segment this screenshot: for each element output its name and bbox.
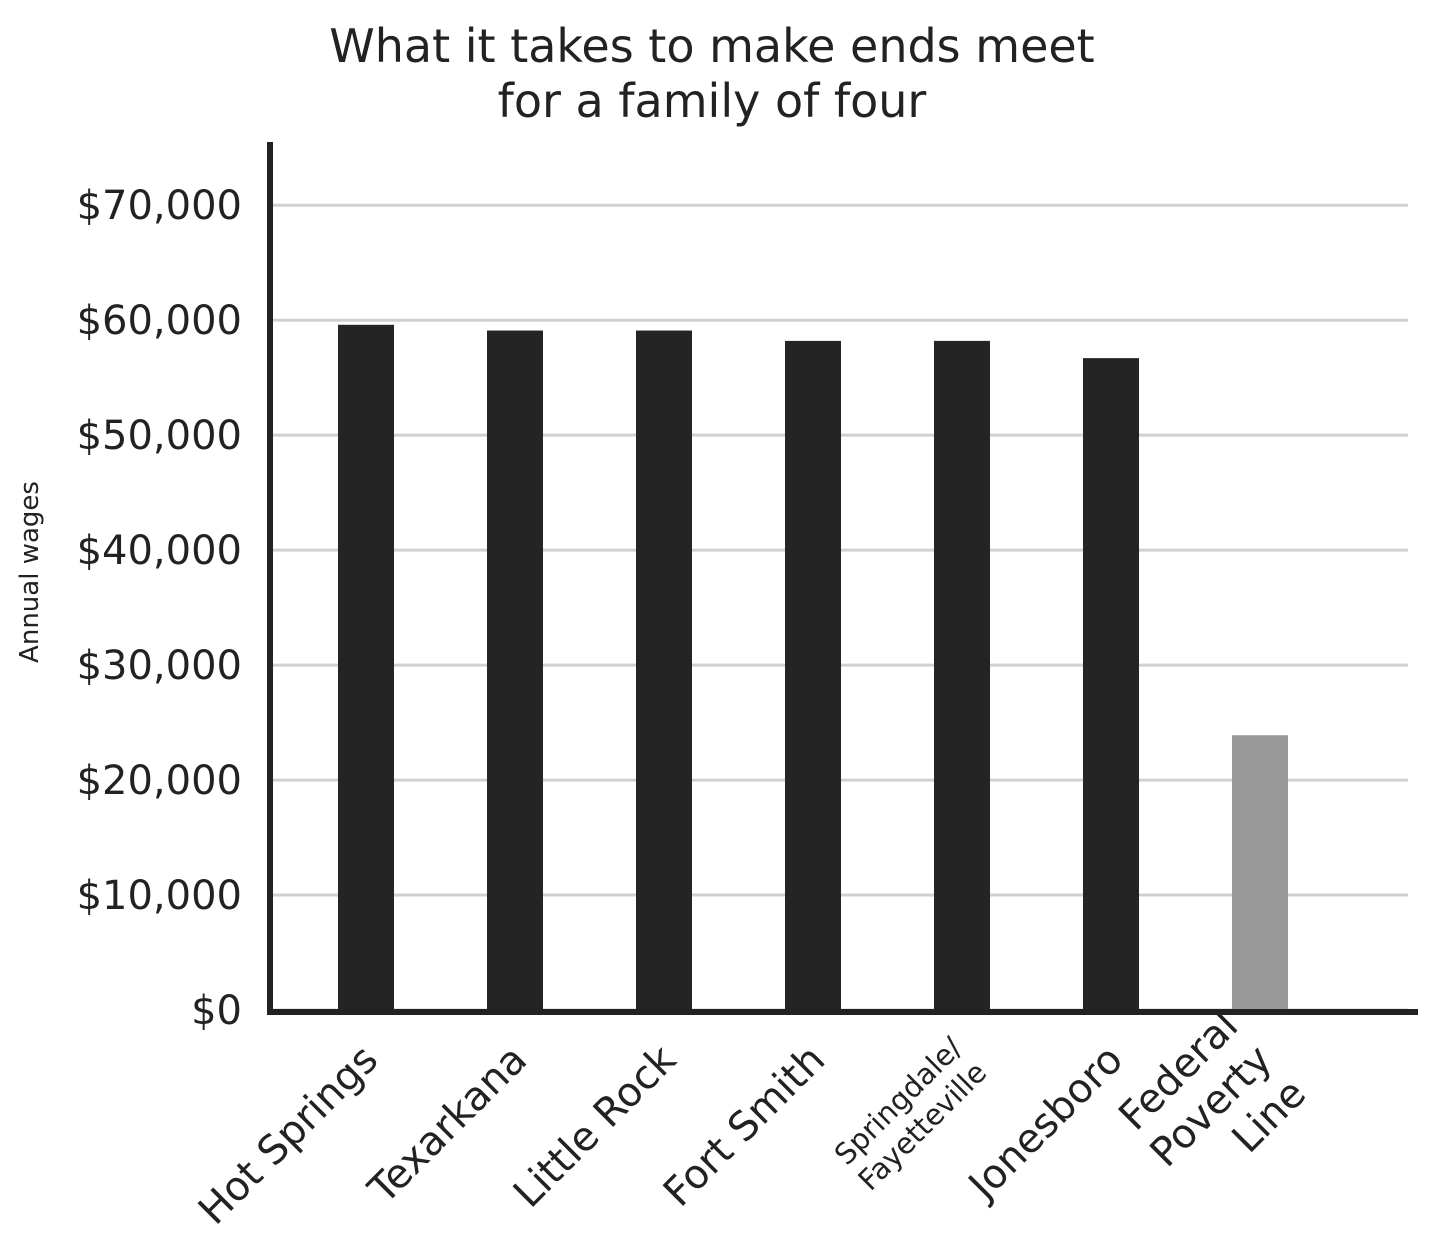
- y-tick-label: $60,000: [77, 298, 242, 344]
- bar: [1083, 358, 1139, 1010]
- bar: [934, 340, 990, 1010]
- x-tick-label: Hot Springs: [190, 1037, 387, 1234]
- y-tick-label: $10,000: [77, 873, 242, 919]
- y-axis-label: Annual wages: [15, 481, 45, 663]
- y-tick-label: $20,000: [77, 758, 242, 804]
- x-tick-label: Jonesboro: [958, 1037, 1132, 1211]
- x-tick-label: Little Rock: [505, 1036, 686, 1217]
- bar: [636, 330, 692, 1011]
- y-tick-label: $40,000: [77, 528, 242, 574]
- y-tick-label: $50,000: [77, 413, 242, 459]
- x-tick-label: Fort Smith: [655, 1037, 834, 1216]
- y-tick-label: $0: [191, 988, 242, 1034]
- bar: [338, 324, 394, 1010]
- bar: [1232, 735, 1288, 1010]
- y-tick-label: $30,000: [77, 643, 242, 689]
- bar: [487, 330, 543, 1011]
- bar: [785, 340, 841, 1010]
- y-tick-label: $70,000: [77, 183, 242, 229]
- chart-title: What it takes to make ends meet for a fam…: [329, 19, 1094, 128]
- x-tick-label: FederalPovertyLine: [1108, 1003, 1315, 1210]
